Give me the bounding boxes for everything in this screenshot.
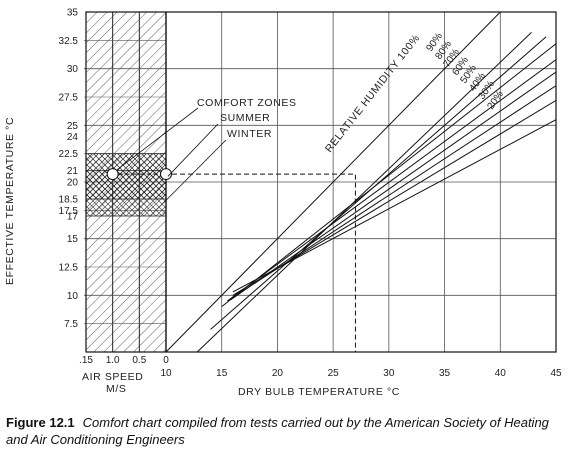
humidity-line-100 xyxy=(166,12,501,352)
y-tick-label: 24 xyxy=(67,132,79,143)
y-tick-label: 30 xyxy=(67,64,79,75)
comfort-chart: 3532.53027.5252422.5212018.517.5171512.5… xyxy=(4,8,562,399)
y-tick-label: 7.5 xyxy=(64,319,78,330)
leader-summer xyxy=(167,123,219,177)
humidity-line-50 xyxy=(230,71,556,301)
annotation-leaders xyxy=(116,107,227,203)
y-tick-label: 27.5 xyxy=(59,93,79,104)
y-tick-label: 17.5 xyxy=(59,206,79,217)
air-speed-tick-label: 0.5 xyxy=(132,355,146,366)
y-tick-label: 32.5 xyxy=(59,36,79,47)
y-tick-label: 22.5 xyxy=(59,149,79,160)
example-reading xyxy=(106,168,356,352)
winter-zone xyxy=(85,170,167,217)
humidity-line-60 xyxy=(226,59,556,302)
humidity-line-70 xyxy=(221,43,556,308)
reading-circle-zero xyxy=(160,168,172,181)
air-speed-tick-labels: .15 1.0 0.5 0 xyxy=(79,355,169,366)
y-tick-label: 17 xyxy=(67,212,79,223)
air-speed-label: AIR SPEED xyxy=(82,371,143,383)
summer-label: SUMMER xyxy=(220,112,270,124)
x-tick-label: 15 xyxy=(216,368,228,379)
x-tick-label: 35 xyxy=(439,368,451,379)
reading-dashed-line xyxy=(172,173,356,352)
y-tick-label: 12.5 xyxy=(59,263,79,274)
humidity-percent-labels: 90%80%70%60%50%40%30%20% xyxy=(424,31,506,112)
y-tick-label: 18.5 xyxy=(59,195,79,206)
humidity-line-90 xyxy=(196,32,532,352)
humidity-line-20 xyxy=(232,119,556,293)
leader-comfort xyxy=(116,107,199,171)
x-tick-label: 20 xyxy=(272,368,284,379)
y-tick-label: 25 xyxy=(67,121,79,132)
outer-frame xyxy=(85,11,557,353)
y-tick-label: 35 xyxy=(67,8,79,19)
air-speed-unit: M/S xyxy=(106,383,126,395)
y-tick-label: 21 xyxy=(67,166,79,177)
leader-winter xyxy=(163,139,227,203)
comfort-zones xyxy=(85,153,167,217)
x-tick-label: 45 xyxy=(550,368,562,379)
x-tick-label: 10 xyxy=(160,368,172,379)
reading-circle-air-speed xyxy=(106,168,119,181)
chart-frame xyxy=(85,11,557,353)
figure-caption-text: Comfort chart compiled from tests carrie… xyxy=(6,415,549,447)
humidity-lines xyxy=(166,12,556,352)
relative-humidity-label: RELATIVE HUMIDITY 100% xyxy=(323,32,423,155)
figure-number: Figure 12.1 xyxy=(6,415,75,430)
x-tick-label: 40 xyxy=(495,368,507,379)
air-speed-tick-label: 0 xyxy=(163,355,169,366)
y-tick-label: 15 xyxy=(67,234,79,245)
x-tick-label: 25 xyxy=(328,368,340,379)
x-axis-label: DRY BULB TEMPERATURE °C xyxy=(238,386,400,398)
air-speed-tick-label: 1.0 xyxy=(106,355,120,366)
figure-caption: Figure 12.1 Comfort chart compiled from t… xyxy=(6,414,566,448)
y-axis-label: EFFECTIVE TEMPERATURE °C xyxy=(4,117,16,285)
y-tick-label: 10 xyxy=(67,291,79,302)
x-tick-label: 30 xyxy=(383,368,395,379)
winter-label: WINTER xyxy=(227,128,272,140)
y-tick-label: 20 xyxy=(67,178,79,189)
air-speed-tick-label: .15 xyxy=(79,355,93,366)
comfort-zones-label: COMFORT ZONES xyxy=(197,97,297,109)
x-tick-labels: 10 15 20 25 30 35 40 45 xyxy=(160,368,562,379)
